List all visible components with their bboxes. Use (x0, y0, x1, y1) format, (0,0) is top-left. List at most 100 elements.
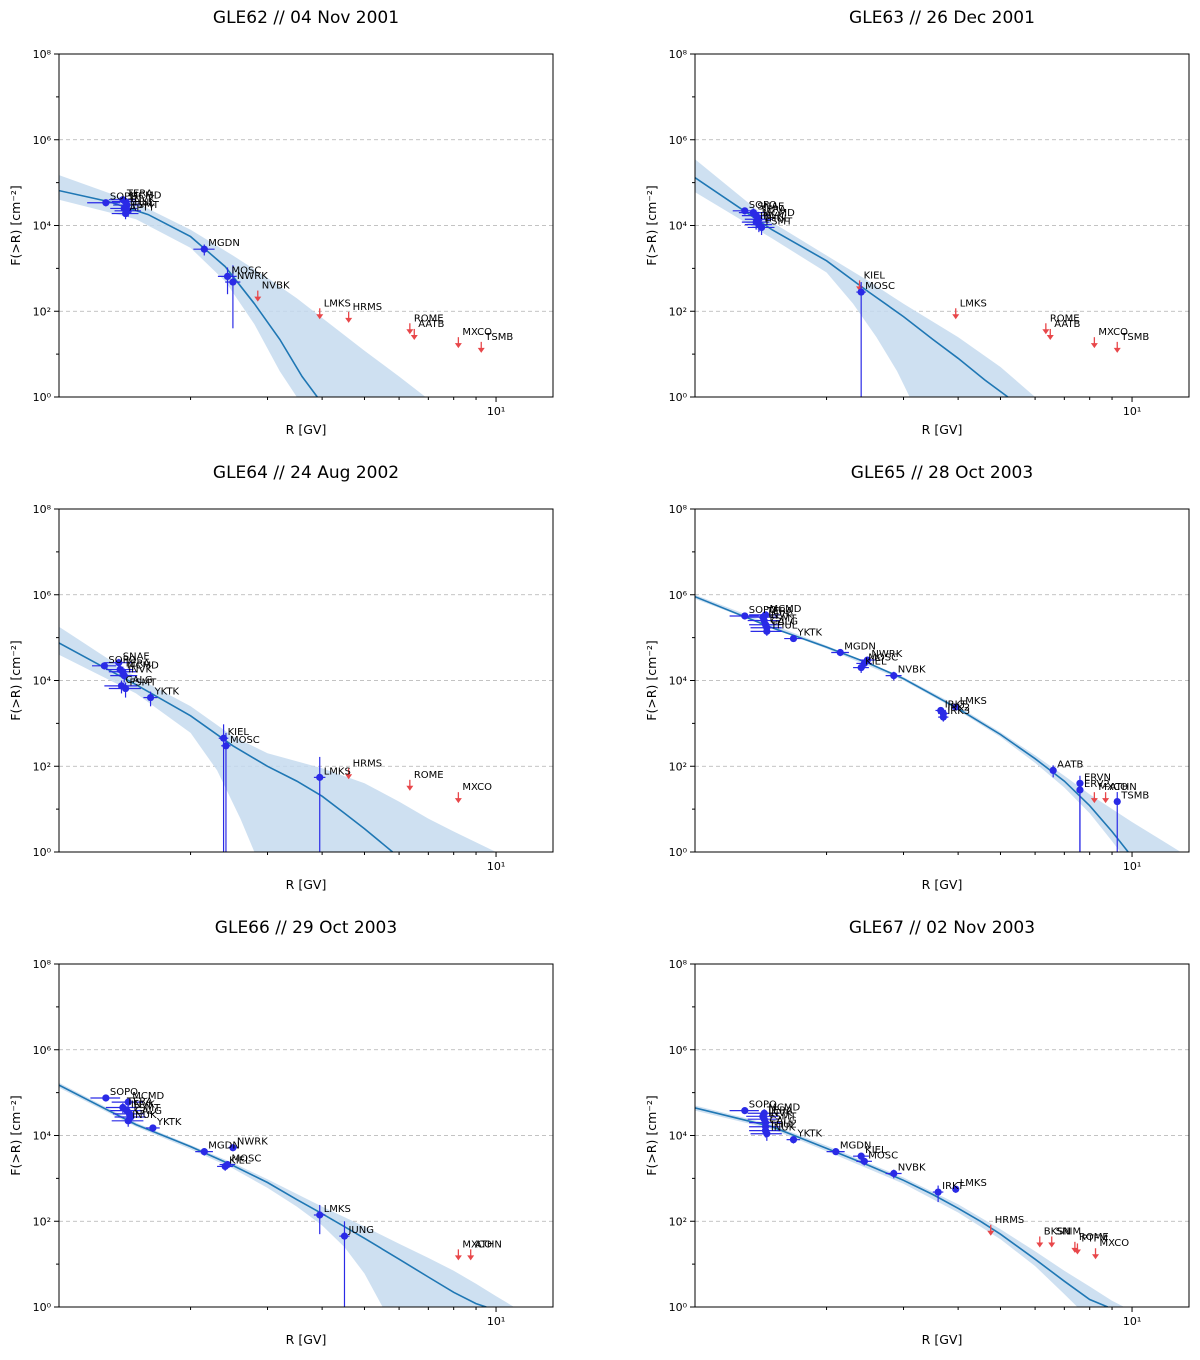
data-point (340, 1232, 349, 1240)
plot-area (59, 175, 485, 397)
upper-limit-arrow (254, 296, 262, 302)
uncertainty-band (59, 626, 496, 852)
data-point (222, 742, 230, 750)
x-axis-label: R [GV] (922, 1332, 963, 1347)
data-point (1076, 786, 1084, 794)
chart-gle64: GLE64 // 24 Aug 2002 10⁰ 10² 10⁴ 10⁶ 10⁸ 10¹ R … (8, 463, 554, 892)
station-label: SOPO (110, 192, 138, 203)
station-label: MCMD (127, 661, 159, 672)
station-label: NVBK (898, 1162, 926, 1173)
station-label: CALG (771, 617, 798, 628)
station-label: CALG (126, 675, 153, 686)
upper-limit-label: SNIM (1056, 1226, 1081, 1237)
y-tick-label: 10⁶ (33, 589, 52, 602)
data-point (890, 672, 898, 680)
upper-limit-label: MXCO (1098, 327, 1128, 338)
station-label: SOPO (749, 200, 777, 211)
data-point (102, 1094, 110, 1102)
fit-line (695, 177, 1009, 397)
station-label: MCMD (770, 604, 802, 615)
plot-area (59, 1082, 515, 1307)
station-label: MGDN (208, 238, 240, 249)
station-label: NWRK (237, 271, 268, 282)
y-tick-label: 10⁴ (669, 1130, 688, 1143)
upper-limit-label: MXCO (462, 1239, 492, 1250)
data-point (1049, 766, 1057, 775)
station-label: FSMT (134, 1103, 162, 1114)
upper-limit-arrow (1090, 343, 1098, 349)
upper-limit-arrow (467, 1255, 475, 1261)
station-label: IRKT (945, 699, 968, 710)
x-tick-label: 10¹ (487, 1315, 505, 1328)
upper-limit-arrow (1036, 1242, 1044, 1248)
x-axis-label: R [GV] (286, 422, 327, 437)
data-point (789, 634, 798, 643)
data-point (115, 659, 123, 667)
y-tick-label: 10⁴ (33, 1130, 52, 1143)
station-label: INUK (771, 1123, 796, 1134)
plot-frame (58, 508, 554, 853)
fit-line (59, 642, 394, 852)
upper-limit-arrow (1048, 1242, 1056, 1248)
y-axis-label: F(>R) [cm⁻²] (644, 640, 659, 721)
upper-limit-label: LMKS (324, 298, 351, 309)
y-tick-label: 10⁸ (33, 48, 52, 61)
upper-limit-label: AATB (1054, 319, 1080, 330)
data-point (121, 684, 130, 693)
data-point (149, 1124, 157, 1132)
upper-limit-arrow (1073, 1249, 1081, 1255)
y-tick-label: 10⁰ (669, 846, 688, 859)
x-tick-label: 10¹ (1123, 860, 1141, 873)
upper-limit-label: MXCO (1100, 1238, 1130, 1249)
x-tick-label: 10¹ (487, 860, 505, 873)
station-label: MOSC (868, 1150, 898, 1161)
data-point (757, 223, 766, 232)
station-label: FSMT (770, 614, 798, 625)
y-tick-label: 10² (669, 1215, 687, 1228)
uncertainty-band (59, 175, 426, 397)
station-label: YKTK (796, 1129, 822, 1140)
upper-limit-arrow (406, 785, 414, 791)
data-point (857, 1152, 865, 1160)
station-label: THUL (770, 620, 798, 631)
station-label: SNAE (757, 202, 784, 213)
station-label: FSMT (766, 216, 794, 227)
x-tick-label: 10¹ (487, 405, 505, 418)
station-label: YKTK (154, 687, 180, 698)
data-point (789, 1136, 798, 1144)
station-label: MGDN (844, 641, 876, 652)
station-label: IRK3 (947, 706, 970, 717)
y-tick-label: 10⁸ (669, 48, 688, 61)
y-tick-label: 10⁰ (33, 1301, 52, 1314)
y-tick-label: 10⁰ (669, 1301, 688, 1314)
data-point (121, 209, 130, 218)
station-label: THUL (127, 197, 155, 208)
data-point (200, 1148, 208, 1156)
station-label: APTY (130, 203, 156, 214)
plot-frame (58, 963, 554, 1308)
upper-limit-arrow (1113, 347, 1121, 353)
y-tick-label: 10⁰ (669, 391, 688, 404)
plot-frame (694, 508, 1190, 853)
data-point (860, 1157, 868, 1165)
station-label: MGDN (840, 1141, 872, 1152)
y-axis-label: F(>R) [cm⁻²] (8, 640, 23, 721)
plot-area (695, 594, 1181, 852)
data-point (890, 1169, 898, 1178)
data-point (1076, 779, 1084, 787)
upper-limit-arrow (345, 317, 353, 323)
data-point (857, 663, 865, 672)
y-tick-label: 10⁰ (33, 391, 52, 404)
y-tick-label: 10⁶ (669, 589, 688, 602)
upper-limit-label: AATB (418, 319, 444, 330)
station-label: LMKS (324, 766, 351, 777)
station-label: FSMT (130, 678, 158, 689)
station-label: MCMD (768, 1102, 800, 1113)
upper-limit-label: MXCO (1098, 782, 1128, 793)
station-label: MCMD (132, 1091, 164, 1102)
data-point (223, 1160, 232, 1169)
data-point (120, 672, 128, 680)
data-point (223, 272, 232, 280)
y-tick-label: 10⁸ (669, 958, 688, 971)
uncertainty-band (695, 594, 1181, 852)
